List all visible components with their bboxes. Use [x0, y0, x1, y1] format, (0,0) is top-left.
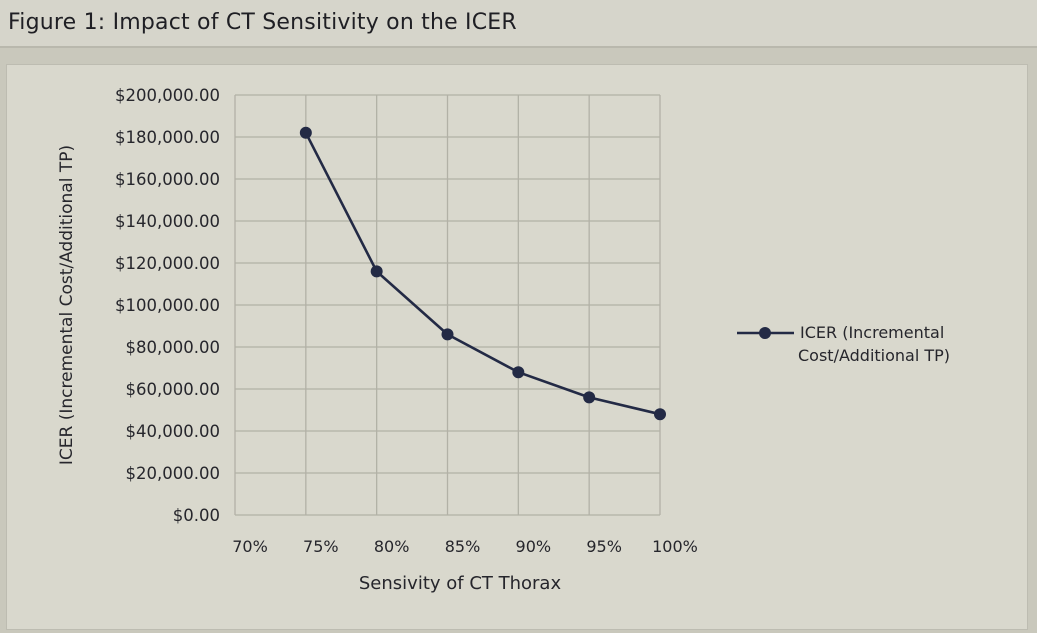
data-point — [299, 126, 312, 139]
data-point — [583, 391, 596, 404]
y-tick-label: $120,000.00 — [115, 254, 220, 273]
x-axis-label: Sensivity of CT Thorax — [359, 573, 562, 594]
y-tick-label: $20,000.00 — [126, 464, 220, 483]
x-tick-label: 70% — [232, 537, 268, 556]
y-tick-label: $0.00 — [173, 506, 220, 525]
x-tick-label: 95% — [586, 537, 622, 556]
data-point — [370, 265, 383, 278]
y-tick-label: $100,000.00 — [115, 296, 220, 315]
x-axis-ticks: 70% 75% 80% 85% 90% 95% 100% — [232, 537, 698, 556]
data-point — [441, 328, 454, 341]
y-tick-label: $60,000.00 — [126, 380, 220, 399]
x-tick-label: 85% — [445, 537, 481, 556]
y-axis-label: ICER (Incremental Cost/Additional TP) — [57, 145, 77, 465]
y-tick-label: $140,000.00 — [115, 212, 220, 231]
legend: ICER (Incremental Cost/Additional TP) — [737, 323, 950, 365]
grid-lines — [234, 94, 661, 516]
legend-marker — [759, 327, 771, 339]
series-line — [304, 132, 661, 416]
x-tick-label: 75% — [303, 537, 339, 556]
y-tick-label: $160,000.00 — [115, 170, 220, 189]
y-tick-label: $40,000.00 — [126, 422, 220, 441]
y-axis-ticks: $200,000.00 $180,000.00 $160,000.00 $140,00… — [115, 86, 220, 525]
y-tick-label: $200,000.00 — [115, 86, 220, 105]
data-point — [654, 408, 666, 421]
data-point — [512, 366, 525, 379]
figure-title-bar: Figure 1: Impact of CT Sensitivity on th… — [0, 0, 1037, 48]
x-tick-label: 100% — [652, 537, 698, 556]
x-tick-label: 80% — [374, 537, 410, 556]
y-tick-label: $180,000.00 — [115, 128, 220, 147]
figure-title: Figure 1: Impact of CT Sensitivity on th… — [8, 10, 517, 35]
y-tick-label: $80,000.00 — [126, 338, 220, 357]
x-tick-label: 90% — [516, 537, 552, 556]
legend-label: ICER (Incremental — [800, 323, 944, 342]
legend-label: Cost/Additional TP) — [798, 346, 950, 365]
series-group — [299, 126, 666, 421]
